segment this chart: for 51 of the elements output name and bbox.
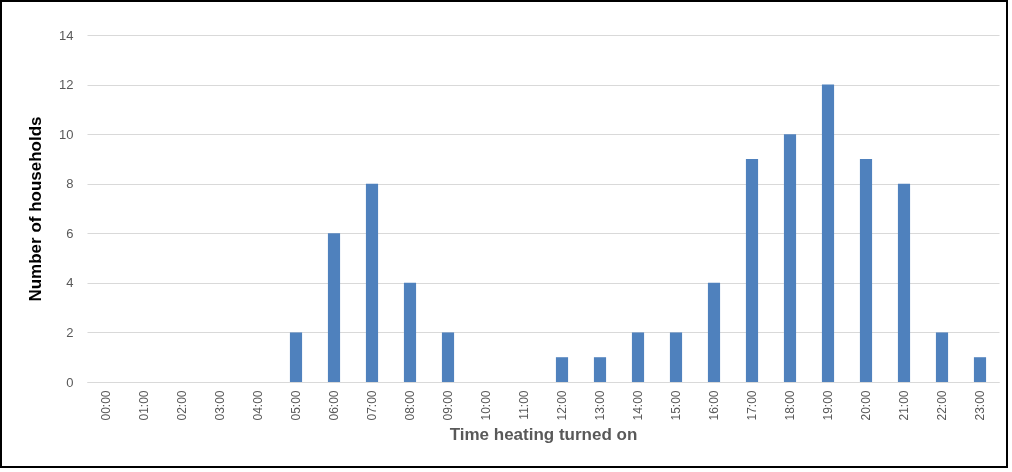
x-tick-label: 05:00 — [289, 390, 303, 421]
x-tick-label: 19:00 — [821, 390, 835, 421]
x-axis-title: Time heating turned on — [449, 424, 638, 444]
bar — [289, 332, 303, 382]
bar — [631, 332, 645, 382]
y-tick-label: 4 — [66, 275, 74, 291]
y-tick-label: 10 — [59, 126, 74, 142]
bar — [593, 357, 607, 382]
bar — [897, 183, 911, 382]
bar — [821, 84, 835, 382]
x-tick-label: 07:00 — [365, 390, 379, 421]
bar — [555, 357, 569, 382]
x-tick-label: 04:00 — [251, 390, 265, 421]
bar — [783, 134, 797, 382]
bar — [365, 183, 379, 382]
bar — [441, 332, 455, 382]
x-tick-label: 18:00 — [783, 390, 797, 421]
x-tick-label: 17:00 — [745, 390, 759, 421]
y-tick-label: 8 — [66, 176, 74, 192]
y-tick-label: 2 — [66, 324, 74, 340]
x-tick-label: 15:00 — [669, 390, 683, 421]
x-tick-label: 06:00 — [327, 390, 341, 421]
x-tick-label: 20:00 — [859, 390, 873, 421]
y-tick-label: 14 — [59, 27, 74, 43]
x-tick-label: 09:00 — [441, 390, 455, 421]
x-tick-label: 00:00 — [99, 390, 113, 421]
bar — [973, 357, 987, 382]
x-tick-label: 10:00 — [479, 390, 493, 421]
y-tick-label: 6 — [66, 225, 74, 241]
bar — [745, 158, 759, 382]
x-tick-label: 16:00 — [707, 390, 721, 421]
x-tick-label: 08:00 — [403, 390, 417, 421]
bar — [707, 282, 721, 382]
bar — [669, 332, 683, 382]
x-tick-label: 12:00 — [555, 390, 569, 421]
y-tick-label: 12 — [59, 77, 74, 93]
bar — [935, 332, 949, 382]
x-tick-label: 03:00 — [213, 390, 227, 421]
x-tick-label: 11:00 — [517, 390, 531, 420]
y-axis-title: Number of households — [26, 116, 46, 302]
x-tick-label: 21:00 — [897, 390, 911, 421]
x-tick-label: 23:00 — [973, 390, 987, 421]
x-tick-label: 22:00 — [935, 390, 949, 421]
x-tick-label: 01:00 — [137, 390, 151, 421]
x-tick-label: 14:00 — [631, 390, 645, 421]
bar — [403, 282, 417, 382]
y-tick-label: 0 — [66, 374, 74, 390]
x-tick-label: 13:00 — [593, 390, 607, 421]
x-tick-label: 02:00 — [175, 390, 189, 421]
bar — [859, 158, 873, 382]
bar — [327, 233, 341, 382]
